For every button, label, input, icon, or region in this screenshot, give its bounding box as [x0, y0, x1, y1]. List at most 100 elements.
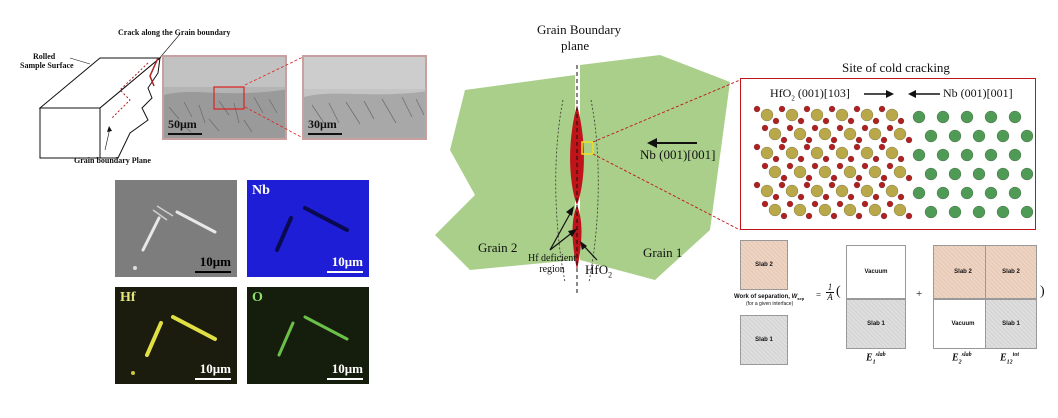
o-atom	[753, 143, 761, 151]
nb-atom	[996, 129, 1010, 143]
o-atom	[786, 162, 794, 170]
nb-atom	[1020, 129, 1034, 143]
o-atom	[872, 193, 880, 201]
sem-scale-low: 50μm	[168, 117, 202, 135]
open-paren: (	[836, 284, 841, 299]
atom-structure	[753, 105, 1034, 220]
grain-diagram	[435, 55, 741, 295]
map-hf-scale: 10μm	[195, 361, 231, 380]
work-of-separation-label: Work of separation, Wsep (for a given in…	[734, 294, 805, 308]
e2-slab: E2slab	[952, 352, 972, 366]
o-atom	[797, 155, 805, 163]
map-o-label: O	[252, 290, 263, 305]
hf-atom	[785, 146, 799, 160]
o-atom	[853, 181, 861, 189]
nb-direction-label: Nb (001)[001]	[640, 147, 716, 162]
nb-atom	[1020, 167, 1034, 181]
hf-atom	[843, 127, 857, 141]
o-atom	[886, 200, 894, 208]
o-atom	[772, 155, 780, 163]
o-atom	[880, 174, 888, 182]
o-atom	[786, 124, 794, 132]
map-nb-label: Nb	[252, 183, 270, 198]
o-atom	[830, 136, 838, 144]
o-atom	[905, 174, 913, 182]
zoom-guide-lines	[244, 56, 304, 139]
hf-atom	[810, 184, 824, 198]
o-atom	[855, 136, 863, 144]
term2-vacuum: Vacuum	[933, 299, 993, 349]
o-atom	[861, 124, 869, 132]
o-atom	[853, 105, 861, 113]
e12-tot: E12tot	[1000, 352, 1020, 366]
hf-atom	[818, 127, 832, 141]
o-atom	[822, 117, 830, 125]
term1-vacuum: Vacuum	[846, 245, 906, 299]
selection-box	[581, 141, 594, 155]
hf-atom	[818, 203, 832, 217]
sample-schematic	[38, 33, 181, 159]
o-atom	[805, 174, 813, 182]
nb-atom	[936, 148, 950, 162]
nb-atom	[972, 129, 986, 143]
nb-atom	[996, 205, 1010, 219]
o-atom	[878, 181, 886, 189]
o-atom	[772, 193, 780, 201]
hf-atom	[843, 203, 857, 217]
hfo2-label: HfO2	[585, 262, 613, 280]
surface-label-line1: Rolled	[33, 52, 56, 61]
map-bse-scale: 10μm	[195, 254, 231, 273]
left-phase-label: HfO2 (001)[103]	[770, 86, 850, 103]
hf-atom	[893, 203, 907, 217]
ref-slab-1: Slab 1	[740, 315, 788, 365]
o-atom	[836, 124, 844, 132]
o-atom	[828, 143, 836, 151]
hf-atom	[843, 165, 857, 179]
hf-atom	[860, 184, 874, 198]
nb-atom	[972, 205, 986, 219]
o-atom	[786, 200, 794, 208]
right-phase-label: Nb (001)[001]	[943, 86, 1013, 100]
hf-atom	[768, 165, 782, 179]
o-atom	[761, 200, 769, 208]
o-atom	[878, 143, 886, 151]
o-atom	[872, 117, 880, 125]
map-nb: Nb 10μm	[247, 180, 369, 277]
nb-atom	[912, 186, 926, 200]
o-atom	[803, 181, 811, 189]
o-atom	[778, 181, 786, 189]
map-hf-label: Hf	[120, 290, 136, 305]
o-atom	[878, 105, 886, 113]
term3-slab1: Slab 1	[985, 299, 1037, 349]
hf-atom	[793, 203, 807, 217]
map-o: O 10μm	[247, 287, 369, 384]
o-atom	[836, 200, 844, 208]
nb-atom	[924, 205, 938, 219]
hf-deficient-label: Hf deficient region	[528, 253, 577, 275]
nb-atom	[996, 167, 1010, 181]
hf-atom	[810, 108, 824, 122]
nb-atom	[924, 129, 938, 143]
o-atom	[778, 143, 786, 151]
nb-atom	[1008, 110, 1022, 124]
hf-atom	[793, 165, 807, 179]
o-atom	[847, 117, 855, 125]
nb-atom	[960, 148, 974, 162]
sem-image-high-mag: 30μm	[302, 55, 427, 140]
grain-2-label: Grain 2	[478, 240, 518, 255]
hf-atom	[835, 108, 849, 122]
o-atom	[797, 117, 805, 125]
hf-atom	[885, 108, 899, 122]
boundary-title-line1: Grain Boundary	[537, 22, 622, 37]
o-atom	[880, 212, 888, 220]
o-atom	[905, 212, 913, 220]
hf-atom	[760, 108, 774, 122]
plane-label: Grain boundary Plane	[74, 156, 151, 165]
o-atom	[811, 124, 819, 132]
hf-atom	[810, 146, 824, 160]
map-hf: Hf 10μm	[115, 287, 237, 384]
o-atom	[778, 105, 786, 113]
o-atom	[753, 105, 761, 113]
o-atom	[847, 193, 855, 201]
o-atom	[897, 117, 905, 125]
